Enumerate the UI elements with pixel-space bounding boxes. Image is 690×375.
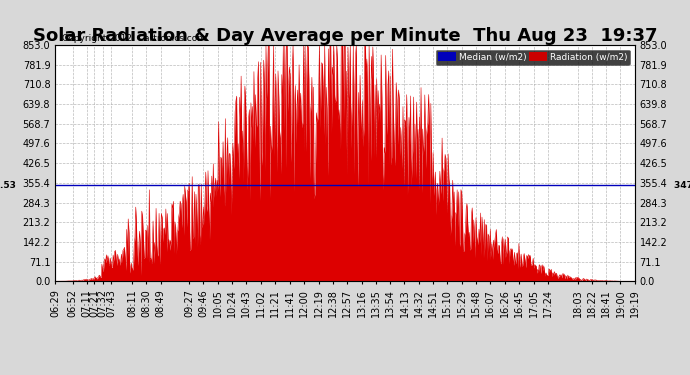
- Legend: Median (w/m2), Radiation (w/m2): Median (w/m2), Radiation (w/m2): [435, 50, 630, 64]
- Title: Solar Radiation & Day Average per Minute  Thu Aug 23  19:37: Solar Radiation & Day Average per Minute…: [32, 27, 658, 45]
- Text: 347.53 ◀: 347.53 ◀: [673, 180, 690, 189]
- Text: ▶ 347.53: ▶ 347.53: [0, 180, 17, 189]
- Text: Copyright 2012  Cartronics.com: Copyright 2012 Cartronics.com: [62, 34, 206, 43]
